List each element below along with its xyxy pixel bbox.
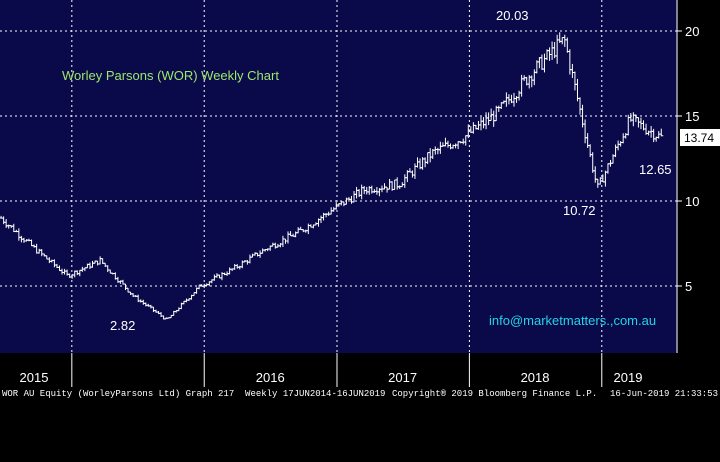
footer-timestamp: 16-Jun-2019 21:33:53 — [609, 389, 718, 399]
y-tick-label: 15 — [685, 109, 699, 124]
footer-copyright: Copyright® 2019 Bloomberg Finance L.P. — [392, 389, 598, 399]
plot-area — [0, 0, 677, 353]
footer-bar: WOR AU Equity (WorleyParsons Ltd) Graph … — [0, 387, 720, 402]
last-price-marker: 13.74 — [680, 129, 720, 146]
x-tick-label: 2016 — [256, 370, 285, 385]
chart-title: Worley Parsons (WOR) Weekly Chart — [62, 68, 279, 83]
annotation-recent-low: 12.65 — [639, 162, 672, 177]
x-tick-label: 2015 — [20, 370, 49, 385]
last-price-label: 13.74 — [684, 131, 714, 145]
annotation-low-2018: 10.72 — [563, 203, 596, 218]
y-tick-label: 10 — [685, 194, 699, 209]
x-tick-label: 2017 — [388, 370, 417, 385]
annotation-low-2015: 2.82 — [110, 318, 135, 333]
x-tick-label: 2018 — [521, 370, 550, 385]
contact-email: info@marketmatters.,com.au — [489, 313, 656, 328]
footer-security-info: WOR AU Equity (WorleyParsons Ltd) Graph … — [2, 389, 386, 399]
chart-container: 20 15 10 5 2015 2016 2017 2018 2019 Worley Pars… — [0, 0, 720, 402]
y-tick-label: 20 — [685, 24, 699, 39]
ohlc-bar — [659, 128, 664, 137]
x-tick-label: 2019 — [614, 370, 643, 385]
annotation-high: 20.03 — [496, 8, 529, 23]
y-tick-label: 5 — [685, 279, 692, 294]
